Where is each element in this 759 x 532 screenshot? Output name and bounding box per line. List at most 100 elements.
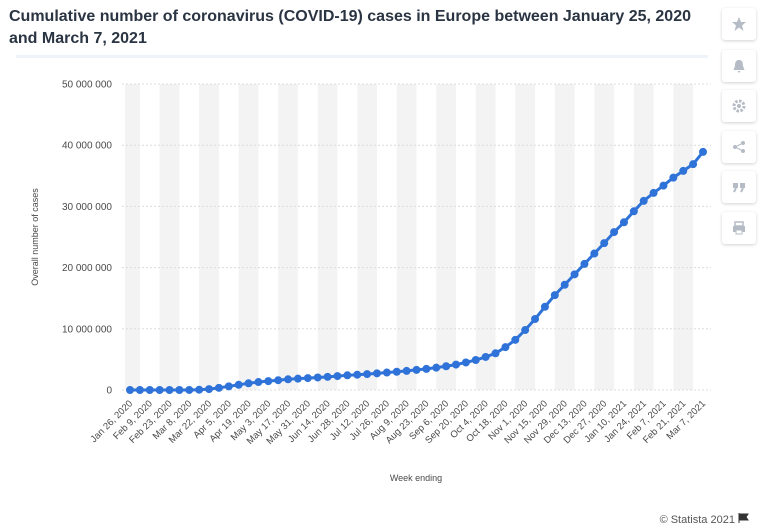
background-band [278, 84, 298, 390]
favorite-button[interactable] [722, 8, 756, 40]
data-point [244, 379, 253, 388]
notify-button[interactable] [722, 50, 756, 82]
credit-text: © Statista 2021 [659, 514, 735, 526]
data-point [284, 375, 293, 384]
data-point [540, 302, 549, 311]
background-band [199, 84, 219, 390]
data-point [432, 363, 441, 372]
data-point [511, 335, 520, 344]
data-point [303, 374, 312, 383]
y-tick-label: 0 [106, 386, 112, 397]
data-point [679, 166, 688, 175]
data-point [195, 385, 204, 394]
data-point [135, 386, 144, 394]
data-point [481, 352, 490, 361]
background-band [396, 84, 417, 390]
data-point [165, 385, 174, 394]
data-point [412, 365, 421, 374]
data-point [175, 385, 184, 394]
data-point [550, 291, 559, 300]
star-icon [732, 17, 746, 31]
data-point [521, 326, 530, 335]
background-band [125, 84, 140, 390]
data-point [600, 239, 609, 248]
y-tick-label: 20 000 000 [62, 263, 112, 274]
data-point [372, 369, 381, 378]
data-point [669, 173, 678, 182]
data-point [452, 360, 461, 369]
y-tick-label: 30 000 000 [62, 202, 112, 213]
share-icon [733, 141, 745, 153]
background-band [515, 84, 536, 390]
chart: Overall number of cases Week ending 0 10 … [30, 80, 711, 483]
title: Cumulative number of coronavirus (COVID-… [9, 8, 691, 47]
data-point [689, 160, 698, 169]
background-band [554, 84, 575, 390]
data-point [293, 374, 302, 383]
data-point [274, 376, 283, 385]
background-band [238, 84, 259, 390]
data-point [422, 364, 431, 373]
data-point [224, 382, 233, 391]
y-tick-label: 10 000 000 [62, 324, 112, 335]
background-band [475, 84, 496, 390]
data-point [629, 207, 638, 216]
x-axis-label: Week ending [390, 473, 442, 483]
quote-icon [733, 183, 745, 193]
background-band [317, 84, 338, 390]
data-point [264, 377, 273, 386]
print-icon [733, 221, 745, 235]
data-point [699, 147, 707, 156]
data-point [313, 373, 322, 382]
data-point [402, 366, 411, 375]
data-point [254, 378, 263, 387]
data-point [442, 362, 451, 371]
data-point [185, 385, 194, 394]
flag-icon [738, 513, 749, 523]
data-point [333, 372, 342, 381]
bell-icon [733, 60, 745, 73]
data-point [323, 372, 332, 381]
data-point [590, 249, 599, 258]
data-point [580, 259, 589, 268]
data-point [659, 181, 668, 190]
data-point [234, 380, 243, 389]
data-point [461, 358, 470, 367]
background-band [673, 84, 694, 390]
data-point [126, 386, 134, 394]
data-point [560, 280, 569, 289]
credit: © Statista 2021 [660, 513, 749, 526]
data-point [392, 367, 401, 376]
print-button[interactable] [722, 212, 756, 244]
data-point [610, 228, 619, 237]
data-point [363, 370, 372, 379]
data-point [531, 315, 540, 324]
y-tick-label: 50 000 000 [62, 80, 112, 91]
data-point [205, 385, 214, 394]
divider [16, 55, 708, 58]
background-band [594, 84, 615, 390]
data-point [471, 356, 480, 365]
data-point [145, 386, 154, 394]
data-point [353, 370, 362, 379]
share-button[interactable] [722, 131, 756, 163]
data-point [649, 188, 658, 197]
background-band [436, 84, 457, 390]
data-point [382, 368, 391, 377]
data-point [619, 218, 628, 227]
data-point [639, 196, 648, 205]
data-point [155, 386, 164, 394]
cite-button[interactable] [722, 171, 756, 203]
data-point [214, 383, 223, 392]
background-band [357, 84, 377, 390]
gear-icon [732, 99, 746, 113]
data-point [491, 349, 500, 358]
data-point [570, 270, 579, 279]
settings-button[interactable] [722, 90, 756, 122]
y-tick-label: 40 000 000 [62, 141, 112, 152]
background-band [633, 84, 654, 390]
background-band [159, 84, 180, 390]
data-point [501, 343, 510, 352]
data-point [343, 371, 352, 380]
